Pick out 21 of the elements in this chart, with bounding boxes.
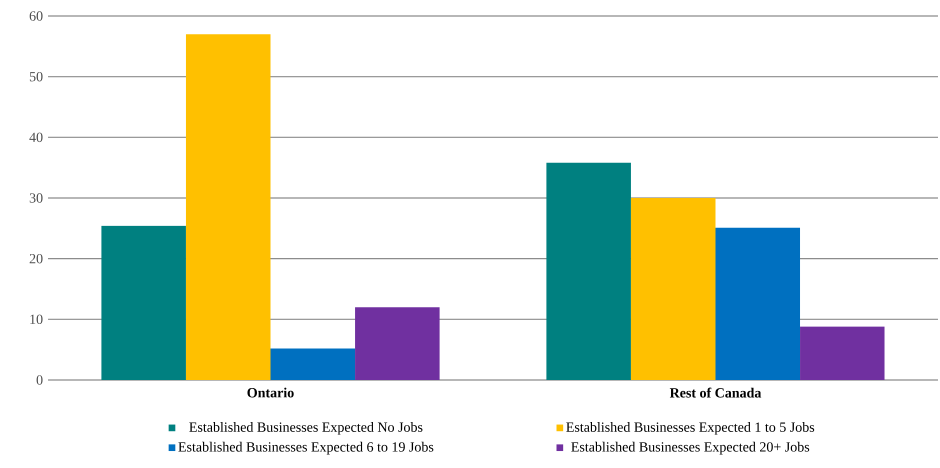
bar (270, 348, 356, 380)
legend-label: Established Businesses Expected 20+ Jobs (571, 442, 810, 454)
y-tick-label: 40 (29, 132, 43, 142)
y-tick-label: 20 (30, 254, 43, 264)
legend-label: Established Businesses Expected No Jobs (189, 422, 422, 435)
bar (800, 326, 885, 380)
y-tick-label: 30 (30, 193, 43, 203)
bar (101, 226, 186, 380)
bar (630, 198, 716, 380)
bar (355, 307, 440, 380)
bar (186, 34, 271, 380)
bar (715, 228, 800, 380)
legend-label: Established Businesses Expected 1 to 5 Jobs (566, 422, 814, 435)
y-tick-label: 10 (30, 314, 43, 324)
bar (546, 162, 631, 380)
legend-label: Established Businesses Expected 6 to 19 Jobs (178, 442, 434, 454)
x-tick-label: Ontario (247, 388, 294, 398)
y-tick-label: 60 (30, 11, 43, 21)
y-tick-label: 0 (36, 375, 43, 385)
x-tick-label: Rest of Canada (670, 388, 762, 398)
y-tick-label: 50 (30, 72, 43, 82)
